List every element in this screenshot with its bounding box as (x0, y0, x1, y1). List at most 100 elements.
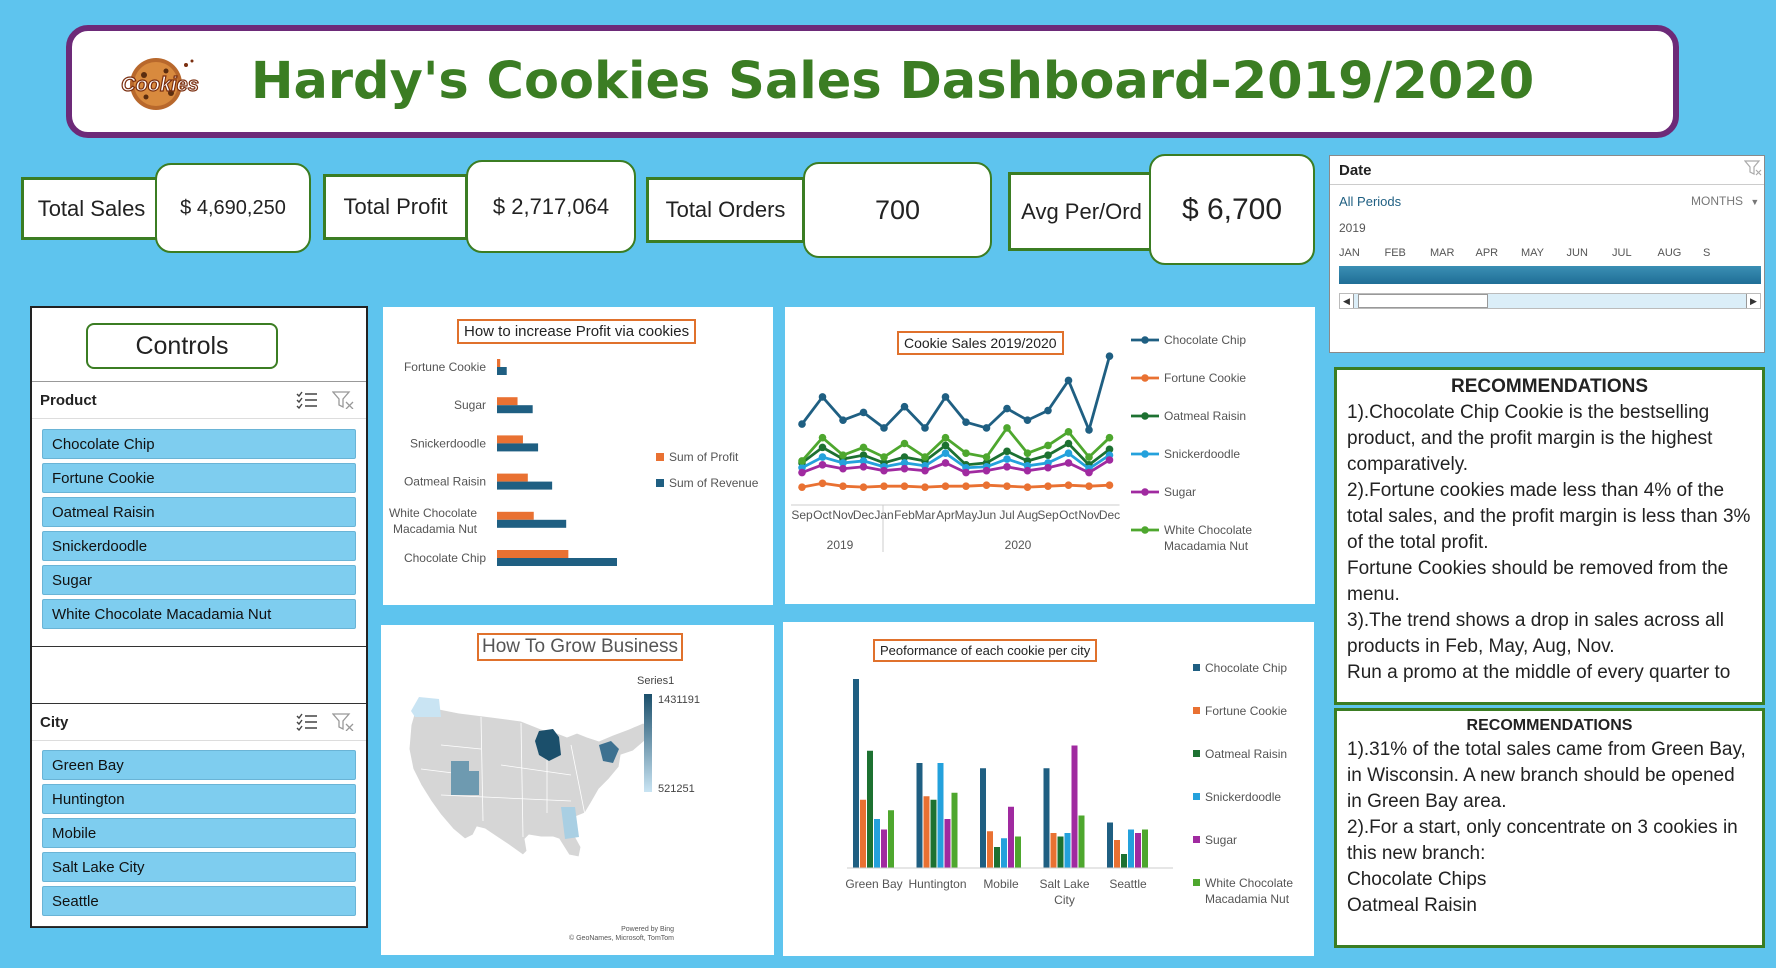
clear-filter-icon[interactable] (1744, 160, 1762, 178)
sales-line-chart: Sep Oct Nov Dec Jan Feb Mar Apr May Jun Jul Aug Sep O… (791, 333, 1252, 553)
timeline-month[interactable]: MAY (1521, 247, 1545, 259)
scroll-right-icon[interactable]: ▶ (1746, 294, 1760, 308)
sales-line-chart-title: Cookie Sales 2019/2020 (897, 331, 1064, 355)
x-tick-label: Jul (999, 508, 1014, 522)
point-white-chocolate-macadamia-nut (839, 451, 847, 459)
x-tick-label: Nov (1078, 508, 1099, 522)
timeline-month[interactable]: MAR (1430, 247, 1455, 259)
legend-label: Sum of Revenue (669, 476, 759, 490)
bar-sum-of-revenue (497, 405, 533, 414)
point-sugar (798, 468, 806, 477)
legend-label: Snickerdoodle (1205, 790, 1281, 804)
y-tick-label: Chocolate Chip (404, 551, 486, 565)
point-white-chocolate-macadamia-nut (941, 433, 950, 442)
controls-title: Controls (86, 323, 278, 369)
product-slicer-header: Product (32, 381, 366, 419)
timeline-month[interactable]: JUL (1612, 247, 1632, 259)
x-tick-label: Oct (813, 508, 832, 522)
x-group-label: 2019 (827, 538, 854, 552)
all-periods-link[interactable]: All Periods (1339, 194, 1402, 209)
legend-label: Macadamia Nut (1205, 892, 1290, 906)
recommendation-text: Chocolate Chips (1347, 869, 1487, 890)
legend-label: Oatmeal Raisin (1205, 747, 1287, 761)
page-title: Hardy's Cookies Sales Dashboard-2019/202… (250, 52, 1535, 111)
timeline-month[interactable]: S (1703, 247, 1711, 259)
x-tick-label: City (1054, 893, 1075, 907)
point-snickerdoodle (1003, 455, 1011, 463)
multi-select-icon[interactable] (296, 713, 318, 731)
city-slicer: City Green Bay Huntington Mobile Salt La… (32, 703, 366, 931)
map-legend-title: Series1 (637, 675, 674, 687)
recommendation-text: 2).Fortune cookies made less than 4% of … (1347, 480, 1751, 553)
product-item-oatmeal-raisin[interactable]: Oatmeal Raisin (42, 497, 356, 527)
bar-fortune-cookie (1114, 840, 1120, 868)
line-oatmeal-raisin (801, 441, 1111, 467)
bar-oatmeal-raisin (867, 750, 873, 868)
legend-label: Sugar (1205, 833, 1237, 847)
point-white-chocolate-macadamia-nut (1023, 449, 1032, 457)
point-sugar (880, 466, 888, 475)
point-white-chocolate-macadamia-nut (982, 453, 991, 461)
point-fortune-cookie (798, 483, 806, 491)
scroll-thumb[interactable] (1358, 294, 1488, 308)
point-fortune-cookie (962, 482, 970, 490)
city-item-mobile[interactable]: Mobile (42, 818, 356, 848)
dashboard-header: Cookies Hardy's Cookies Sales Dashboard-… (66, 25, 1679, 138)
x-tick-label: Huntington (908, 877, 966, 891)
city-item-green-bay[interactable]: Green Bay (42, 750, 356, 780)
point-fortune-cookie (900, 482, 909, 490)
point-sugar (900, 464, 909, 473)
legend-label: Chocolate Chip (1164, 333, 1246, 347)
product-slicer-title: Product (40, 391, 97, 409)
city-bar-chart-title: Peoformance of each cookie per city (873, 639, 1098, 662)
bar-snickerdoodle (1064, 833, 1071, 868)
legend-marker (1141, 412, 1149, 420)
point-oatmeal-raisin (1064, 439, 1073, 448)
timeline-scrollbar[interactable]: ◀ ▶ (1339, 293, 1761, 309)
timeline-year: 2019 (1339, 221, 1366, 235)
multi-select-icon[interactable] (296, 391, 318, 409)
point-sugar (962, 468, 970, 477)
city-item-huntington[interactable]: Huntington (42, 784, 356, 814)
point-chocolate-chip (1085, 426, 1093, 434)
timeline-month[interactable]: JUN (1566, 247, 1588, 259)
x-tick-label: Jan (874, 508, 893, 522)
product-item-snickerdoodle[interactable]: Snickerdoodle (42, 531, 356, 561)
point-snickerdoodle (941, 449, 950, 457)
time-level-dropdown[interactable]: MONTHS ▼ (1691, 194, 1759, 208)
product-item-white-chocolate-macadamia-nut[interactable]: White Chocolate Macadamia Nut (42, 599, 356, 629)
point-snickerdoodle (859, 457, 868, 465)
timeline-month[interactable]: FEB (1384, 247, 1406, 259)
timeline-month[interactable]: JAN (1339, 247, 1360, 259)
point-sugar (941, 459, 950, 467)
product-item-fortune-cookie[interactable]: Fortune Cookie (42, 463, 356, 493)
product-item-sugar[interactable]: Sugar (42, 565, 356, 595)
bar-sum-of-profit (497, 435, 523, 444)
point-chocolate-chip (880, 424, 888, 432)
clear-filter-icon[interactable] (332, 391, 354, 409)
point-chocolate-chip (941, 393, 950, 401)
timeline-month[interactable]: APR (1475, 247, 1499, 259)
total-profit-value: $ 2,717,064 (466, 160, 636, 253)
bar-oatmeal-raisin (1057, 836, 1064, 868)
city-item-salt-lake-city[interactable]: Salt Lake City (42, 852, 356, 882)
y-tick-label: Sugar (454, 398, 486, 412)
timeline-month[interactable]: AUG (1657, 247, 1682, 259)
recommendation-text: Oatmeal Raisin (1347, 895, 1477, 916)
scroll-left-icon[interactable]: ◀ (1340, 294, 1354, 308)
timeline-selection-bar[interactable] (1339, 266, 1761, 284)
clear-filter-icon[interactable] (332, 713, 354, 731)
timeline-header: Date (1339, 162, 1372, 179)
point-fortune-cookie (941, 482, 950, 490)
city-item-seattle[interactable]: Seattle (42, 886, 356, 916)
point-white-chocolate-macadamia-nut (798, 457, 806, 465)
map-chart-title: How To Grow Business (477, 633, 684, 661)
point-fortune-cookie (1003, 482, 1011, 490)
map-credit-bing: Powered by Bing (621, 926, 674, 933)
x-tick-label: Mar (915, 508, 936, 522)
bar-white-chocolate-macadamia-nut (1015, 836, 1021, 868)
y-tick-label: White Chocolate (389, 506, 477, 520)
total-sales-value: $ 4,690,250 (155, 163, 311, 253)
product-item-chocolate-chip[interactable]: Chocolate Chip (42, 429, 356, 459)
bar-chocolate-chip (980, 768, 986, 868)
